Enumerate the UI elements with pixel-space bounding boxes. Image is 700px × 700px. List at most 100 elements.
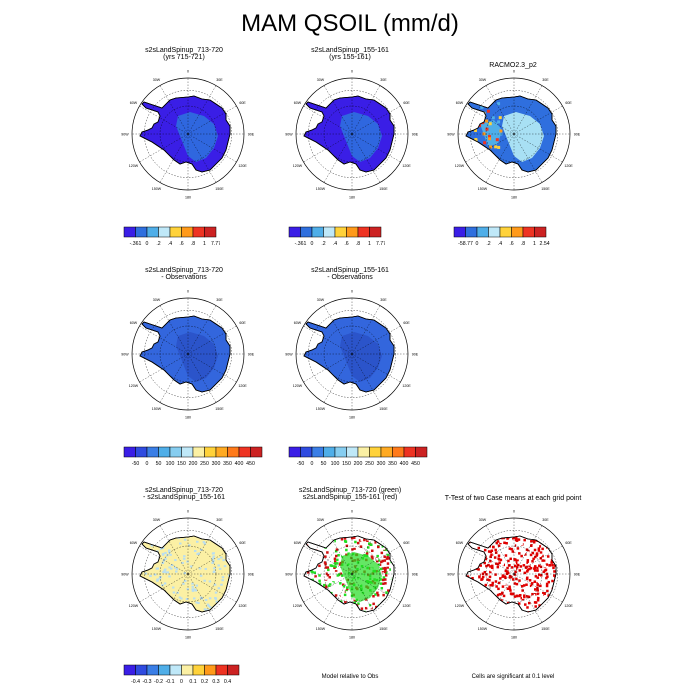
colorbar-swatch bbox=[300, 226, 313, 238]
colorbar-label: 2.549 bbox=[540, 241, 550, 247]
colorbar-label: 100 bbox=[331, 461, 340, 467]
longitude-label: 60W bbox=[456, 101, 464, 105]
longitude-label: 30E bbox=[380, 78, 387, 82]
polar-map-r2c1: 0 30E 60E 90E 120E 150E 180 150W 120W 90W 60W 30W bbox=[121, 290, 255, 420]
longitude-label: 120W bbox=[129, 604, 139, 608]
colorbar-label: .4 bbox=[498, 241, 502, 247]
colorbar-swatch bbox=[300, 446, 313, 458]
longitude-label: 120E bbox=[564, 164, 573, 168]
colorbar-swatch bbox=[334, 226, 347, 238]
longitude-label: 90E bbox=[248, 573, 255, 577]
longitude-label: 120W bbox=[129, 384, 139, 388]
longitude-label: 150W bbox=[316, 627, 326, 631]
colorbar-swatch bbox=[288, 446, 301, 458]
colorbar-swatch bbox=[499, 226, 512, 238]
longitude-label: 60E bbox=[239, 101, 246, 105]
colorbar-swatch bbox=[146, 226, 159, 238]
longitude-label: 150E bbox=[379, 187, 388, 191]
longitude-label: 30E bbox=[542, 78, 549, 82]
colorbar-label: 200 bbox=[189, 461, 198, 467]
colorbar-label: 0.2 bbox=[201, 679, 208, 685]
colorbar-swatch bbox=[392, 446, 405, 458]
polar-map-r2c2: 0 30E 60E 90E 120E 150E 180 150W 120W 90W 60W 30W bbox=[285, 290, 419, 420]
longitude-label: 0 bbox=[351, 70, 353, 74]
longitude-label: 150E bbox=[215, 187, 224, 191]
colorbar-label: .4 bbox=[168, 241, 172, 247]
colorbar-r3c1: -0.4 -0.3 -0.2 -0.1 0 0.1 0.2 0.3 0.4 bbox=[120, 664, 243, 690]
longitude-label: 30W bbox=[153, 518, 161, 522]
colorbar-swatch bbox=[158, 226, 171, 238]
colorbar-swatch bbox=[192, 446, 205, 458]
colorbar-swatch bbox=[215, 446, 228, 458]
longitude-label: 60W bbox=[294, 541, 302, 545]
colorbar-r2c1: -50 0 50 100 150 200 250 300 350 400 450 bbox=[120, 446, 266, 472]
colorbar-label: -58.77 bbox=[458, 241, 473, 247]
colorbar-swatch bbox=[204, 226, 217, 238]
longitude-label: 30W bbox=[317, 298, 325, 302]
colorbar-label: 450 bbox=[246, 461, 255, 467]
colorbar-label: -.361 bbox=[130, 241, 142, 247]
polar-map-r1c2: 0 30E 60E 90E 120E 150E 180 150W 120W 90W 60W 30W bbox=[285, 70, 418, 200]
colorbar-label: -50 bbox=[132, 461, 140, 467]
panel-title-r1c3: RACMO2.3_p2 bbox=[489, 62, 537, 69]
longitude-label: 30E bbox=[216, 298, 223, 302]
longitude-label: 180 bbox=[185, 196, 191, 200]
colorbar-swatch bbox=[476, 226, 489, 238]
colorbar-swatch bbox=[238, 446, 251, 458]
colorbar-swatch bbox=[123, 664, 136, 676]
longitude-label: 180 bbox=[349, 636, 355, 640]
longitude-label: 150W bbox=[152, 627, 162, 631]
longitude-label: 120E bbox=[402, 384, 411, 388]
panel-title-r3c2: s2sLandSpinup_713-720 (green) s2sLandSpin… bbox=[298, 487, 402, 501]
longitude-label: 30W bbox=[317, 78, 325, 82]
longitude-label: 90E bbox=[412, 353, 419, 357]
longitude-label: 120W bbox=[293, 604, 303, 608]
colorbar-label: 350 bbox=[223, 461, 232, 467]
colorbar-label: -0.4 bbox=[131, 679, 140, 685]
colorbar-label: 250 bbox=[200, 461, 209, 467]
longitude-label: 30E bbox=[380, 518, 387, 522]
colorbar-swatch bbox=[250, 446, 263, 458]
colorbar-swatch bbox=[169, 446, 182, 458]
panel-title-r2c2: s2sLandSpinup_155-161- Observations bbox=[311, 267, 389, 281]
longitude-label: 150W bbox=[316, 407, 326, 411]
longitude-label: 60E bbox=[565, 541, 572, 545]
colorbar-swatch bbox=[192, 226, 205, 238]
longitude-label: 90E bbox=[248, 353, 255, 357]
colorbar-label: .6 bbox=[179, 241, 183, 247]
colorbar-swatch bbox=[334, 446, 347, 458]
colorbar-swatch bbox=[123, 446, 136, 458]
colorbar-r1c3: -58.770 .2 .4 .6 .8 1 2.549 bbox=[450, 226, 550, 252]
colorbar-label: 150 bbox=[177, 461, 186, 467]
longitude-label: 30E bbox=[216, 518, 223, 522]
longitude-label: 30E bbox=[380, 298, 387, 302]
colorbar-r2c2: -50 0 50 100 150 200 250 300 350 400 450 bbox=[285, 446, 431, 472]
longitude-label: 150E bbox=[541, 627, 550, 631]
colorbar-swatch bbox=[192, 664, 205, 676]
longitude-label: 150E bbox=[379, 407, 388, 411]
longitude-label: 90E bbox=[248, 133, 255, 137]
colorbar-label: 0 bbox=[476, 241, 479, 247]
longitude-label: 30W bbox=[479, 518, 487, 522]
colorbar-swatch bbox=[158, 446, 171, 458]
longitude-label: 150E bbox=[215, 627, 224, 631]
colorbar-swatch bbox=[227, 664, 240, 676]
colorbar-swatch bbox=[227, 446, 240, 458]
longitude-label: 180 bbox=[511, 196, 517, 200]
colorbar-label: 150 bbox=[342, 461, 351, 467]
colorbar-swatch bbox=[415, 446, 428, 458]
longitude-label: 30W bbox=[317, 518, 325, 522]
colorbar-label: 200 bbox=[354, 461, 363, 467]
colorbar-swatch bbox=[135, 226, 148, 238]
panel-title-r3c3: T-Test of two Case means at each grid po… bbox=[444, 495, 582, 502]
longitude-label: 90W bbox=[121, 133, 129, 137]
longitude-label: 120W bbox=[293, 384, 303, 388]
longitude-label: 60E bbox=[239, 321, 246, 325]
longitude-label: 60W bbox=[130, 541, 138, 545]
panel-title-r1c1: s2sLandSpinup_713-720 (yrs 715-721) bbox=[145, 47, 223, 61]
panel-title-r3c1: s2sLandSpinup_713-720- s2sLandSpinup_155… bbox=[142, 487, 226, 501]
colorbar-swatch bbox=[465, 226, 478, 238]
longitude-label: 0 bbox=[351, 510, 353, 514]
colorbar-label: -0.2 bbox=[154, 679, 163, 685]
colorbar-label: .4 bbox=[333, 241, 337, 247]
